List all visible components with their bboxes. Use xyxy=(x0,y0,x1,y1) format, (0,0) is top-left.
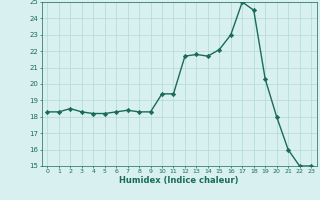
X-axis label: Humidex (Indice chaleur): Humidex (Indice chaleur) xyxy=(119,176,239,185)
